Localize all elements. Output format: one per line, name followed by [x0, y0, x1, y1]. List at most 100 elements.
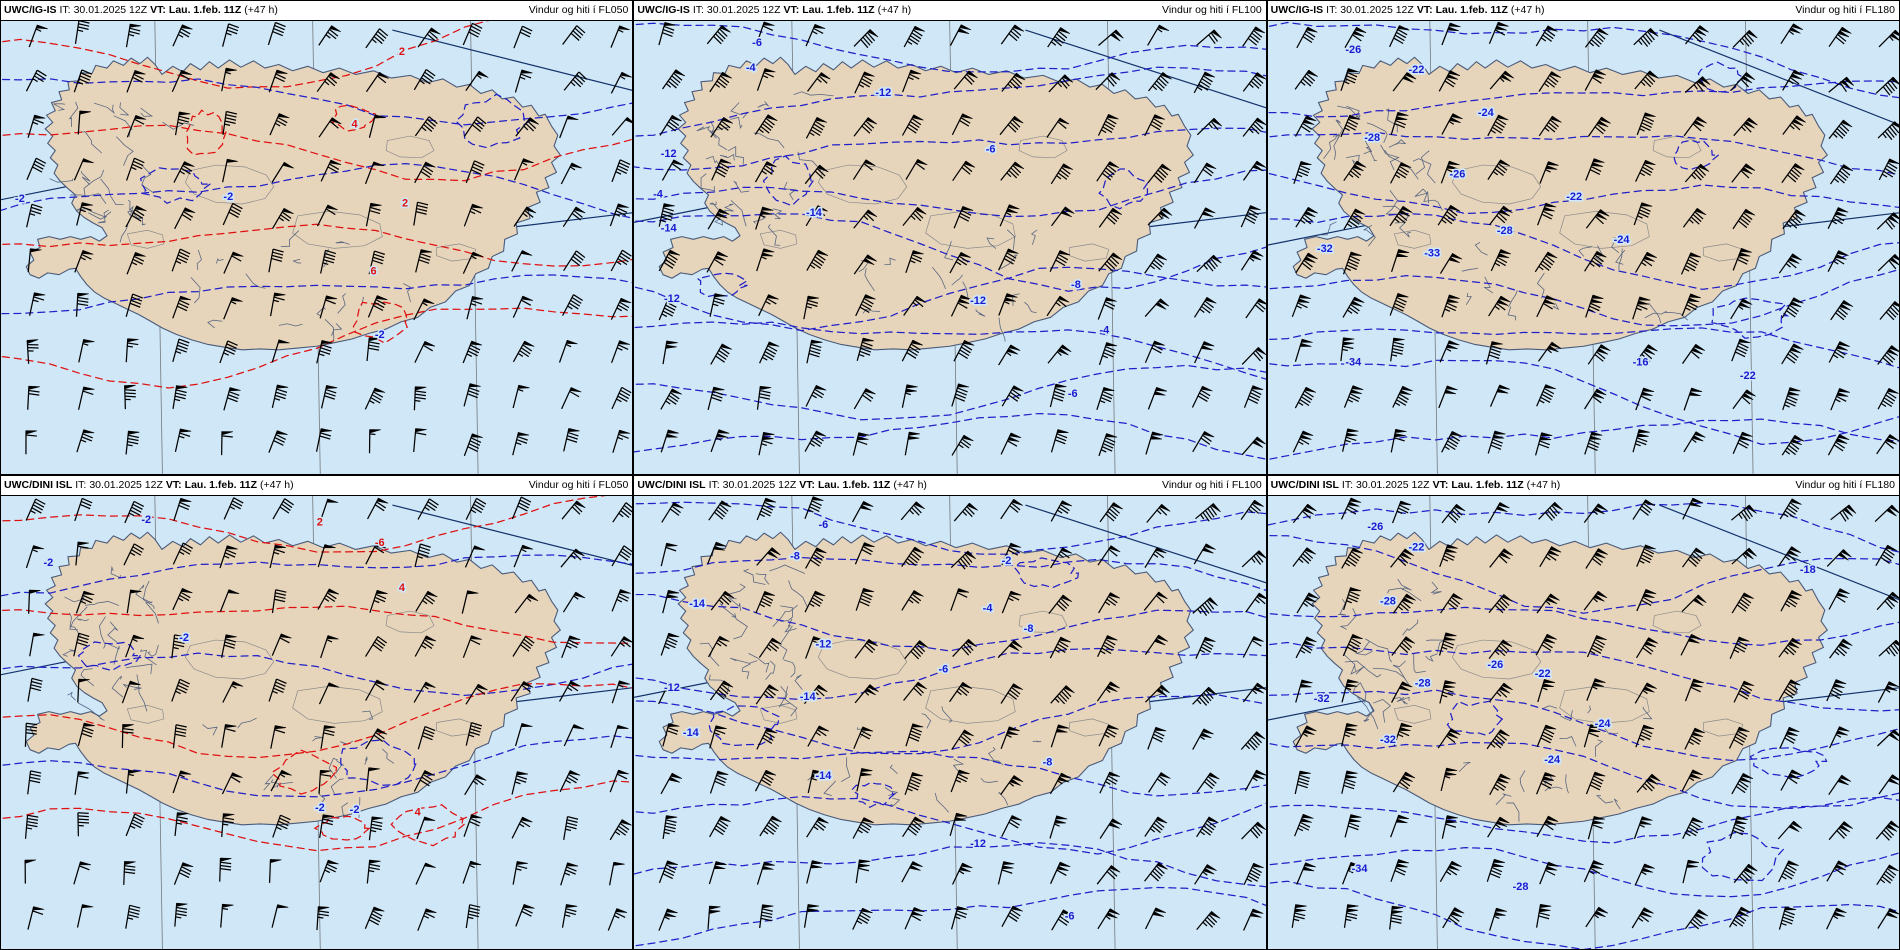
weather-map-svg: -2-2 22-6-6-2-244-2-2-2-2 -2-2 44: [1, 496, 633, 949]
svg-text:-4: -4: [746, 62, 757, 74]
vt-value: Lau. 1.feb. 11Z: [1435, 5, 1508, 16]
isotherm-label: -24: [1478, 107, 1495, 119]
svg-text:-14: -14: [690, 598, 707, 610]
isotherm-label: -2: [179, 632, 189, 644]
svg-text:-4: -4: [653, 189, 664, 201]
isotherm-label: -6: [819, 519, 829, 531]
svg-text:4: 4: [352, 118, 359, 130]
svg-text:-12: -12: [661, 148, 677, 160]
isotherm-label: -22: [1566, 191, 1582, 203]
isotherm-label: -6: [375, 537, 385, 549]
isotherm-label: -8: [1043, 757, 1053, 769]
map-area-fl180-3[interactable]: -26 -26 -22 -22 -24 -24 -28 -28 -26 -26 -22 -22 -28-…: [1267, 21, 1899, 474]
svg-text:-18: -18: [1799, 564, 1815, 576]
vt-value: Lau. 1.feb. 11Z: [184, 480, 258, 491]
isotherm-label: -2: [141, 514, 151, 526]
it-value: 30.01.2025 12Z: [1340, 5, 1414, 16]
svg-text:-2: -2: [223, 191, 233, 203]
panel-header-left: UWC/DINI ISL IT: 30.01.2025 12Z VT: Lau.…: [1271, 480, 1561, 491]
isotherm-label: -2: [1002, 555, 1012, 567]
panel-header: UWC/IG-IS IT: 30.01.2025 12Z VT: Lau. 1.…: [634, 1, 1266, 21]
isotherm-label: -24: [1594, 718, 1611, 730]
forecast-panel-5[interactable]: UWC/DINI ISL IT: 30.01.2025 12Z VT: Lau.…: [633, 475, 1267, 950]
isotherm-label: -12: [661, 148, 677, 160]
isotherm-label: -16: [1632, 356, 1648, 368]
svg-text:-8: -8: [1024, 623, 1034, 635]
isotherm-label: -2: [315, 802, 325, 814]
isotherm-label: -12: [970, 295, 986, 307]
isotherm-label: -4: [1100, 325, 1111, 337]
it-label: IT:: [75, 480, 87, 491]
isotherm-label: -22: [1740, 370, 1756, 382]
it-label: IT:: [692, 5, 704, 16]
svg-text:-22: -22: [1534, 668, 1550, 680]
svg-text:-33: -33: [1424, 248, 1440, 260]
isotherm-label: -26: [1345, 44, 1361, 56]
isotherm-label: -2: [350, 804, 360, 816]
forecast-panel-6[interactable]: UWC/DINI ISL IT: 30.01.2025 12Z VT: Lau.…: [1266, 475, 1900, 950]
svg-text:-32: -32: [1380, 734, 1396, 746]
svg-text:-4: -4: [983, 602, 994, 614]
isotherm-label: -6: [753, 37, 763, 49]
weather-map-svg: -6-6-4-4-12-12-12-12-4-4-14-14-12-12-14-…: [634, 21, 1266, 474]
forecast-panel-4[interactable]: UWC/DINI ISL IT: 30.01.2025 12Z VT: Lau.…: [0, 475, 634, 950]
svg-text:-22: -22: [1408, 541, 1424, 553]
vt-label: VT:: [1432, 480, 1449, 491]
vt-value: Lau. 1.feb. 11Z: [1451, 480, 1524, 491]
model-name: UWC/IG-IS: [637, 5, 690, 16]
svg-text:-6: -6: [986, 143, 996, 155]
it-label: IT:: [1341, 480, 1353, 491]
model-name: UWC/DINI ISL: [4, 480, 73, 491]
svg-text:-14: -14: [661, 223, 678, 235]
isotherm-label: -4: [746, 62, 757, 74]
weather-map-svg: -6-6-8-8 -2-2-14-14 -4-4-8-8-12-12-6-6-12-…: [634, 496, 1266, 949]
map-area-fl100-5[interactable]: -6 -6 -8 -8 -2 -2 -14 -14 -4 -4 -8 -8 -12 -12 -6 -6 -12-…: [634, 496, 1266, 949]
isotherm-label: -28: [1380, 596, 1396, 608]
svg-text:4: 4: [399, 582, 406, 594]
isotherm-label: -24: [1544, 754, 1561, 766]
isotherm-label: -6: [939, 664, 949, 676]
lead-time: (+47 h): [260, 480, 294, 491]
vt-label: VT:: [783, 5, 800, 16]
svg-text:-6: -6: [1068, 388, 1078, 400]
isotherm-label: -12: [664, 293, 680, 305]
isotherm-label: 2: [402, 198, 408, 210]
it-value: 30.01.2025 12Z: [722, 480, 797, 491]
vt-label: VT:: [165, 480, 182, 491]
forecast-panel-3[interactable]: UWC/IG-IS IT: 30.01.2025 12Z VT: Lau. 1.…: [1266, 0, 1900, 475]
panel-header: UWC/DINI ISL IT: 30.01.2025 12Z VT: Lau.…: [634, 476, 1266, 496]
map-area-fl050-4[interactable]: -2 -2 2 2 -6 -6 -2 -2 4 4 -2 -2 -2 -2 -2 -2 4 4: [1, 496, 633, 949]
svg-text:-6: -6: [753, 37, 763, 49]
forecast-panel-2[interactable]: UWC/IG-IS IT: 30.01.2025 12Z VT: Lau. 1.…: [633, 0, 1267, 475]
map-area-fl050-1[interactable]: 2 2 4 4 2 2 -2 -2 -2 -2 -2 -2 6 6: [1, 21, 633, 474]
isotherm-label: -28: [1414, 677, 1430, 689]
forecast-panel-1[interactable]: UWC/IG-IS IT: 30.01.2025 12Z VT: Lau. 1.…: [0, 0, 634, 475]
svg-text:-26: -26: [1449, 168, 1465, 180]
svg-text:-34: -34: [1351, 863, 1368, 875]
map-area-fl100-2[interactable]: -6 -6 -4 -4 -12 -12 -12 -12 -4 -4 -14 -14 -12 -12 -14-…: [634, 21, 1266, 474]
svg-text:2: 2: [317, 516, 323, 528]
svg-text:-12: -12: [816, 639, 832, 651]
map-area-fl180-6[interactable]: -26 -26 -22 -22 -18 -18 -28 -28 -26 -26 -28 -28 -22-…: [1267, 496, 1899, 949]
panel-header: UWC/IG-IS IT: 30.01.2025 12Z VT: Lau. 1.…: [1, 1, 633, 21]
isotherm-label: -14: [683, 727, 700, 739]
model-name: UWC/IG-IS: [1270, 5, 1324, 16]
isotherm-label: -22: [1534, 668, 1550, 680]
svg-text:-2: -2: [315, 802, 325, 814]
svg-text:6: 6: [370, 266, 376, 278]
svg-text:-8: -8: [790, 550, 800, 562]
panel-title-right: Vindur og hiti í FL050: [528, 4, 629, 17]
vt-value: Lau. 1.feb. 11Z: [168, 5, 242, 16]
isotherm-label: -26: [1449, 168, 1465, 180]
panel-title-right: Vindur og hiti í FL100: [1162, 4, 1262, 17]
svg-text:-28: -28: [1364, 132, 1380, 144]
panel-header: UWC/DINI ISL IT: 30.01.2025 12Z VT: Lau.…: [1267, 476, 1899, 496]
panel-header-left: UWC/IG-IS IT: 30.01.2025 12Z VT: Lau. 1.…: [637, 5, 911, 16]
svg-text:2: 2: [399, 46, 405, 58]
svg-text:-2: -2: [1002, 555, 1012, 567]
svg-text:-32: -32: [1317, 243, 1333, 255]
isotherm-label: -2: [375, 329, 385, 341]
isotherm-label: -4: [983, 602, 994, 614]
